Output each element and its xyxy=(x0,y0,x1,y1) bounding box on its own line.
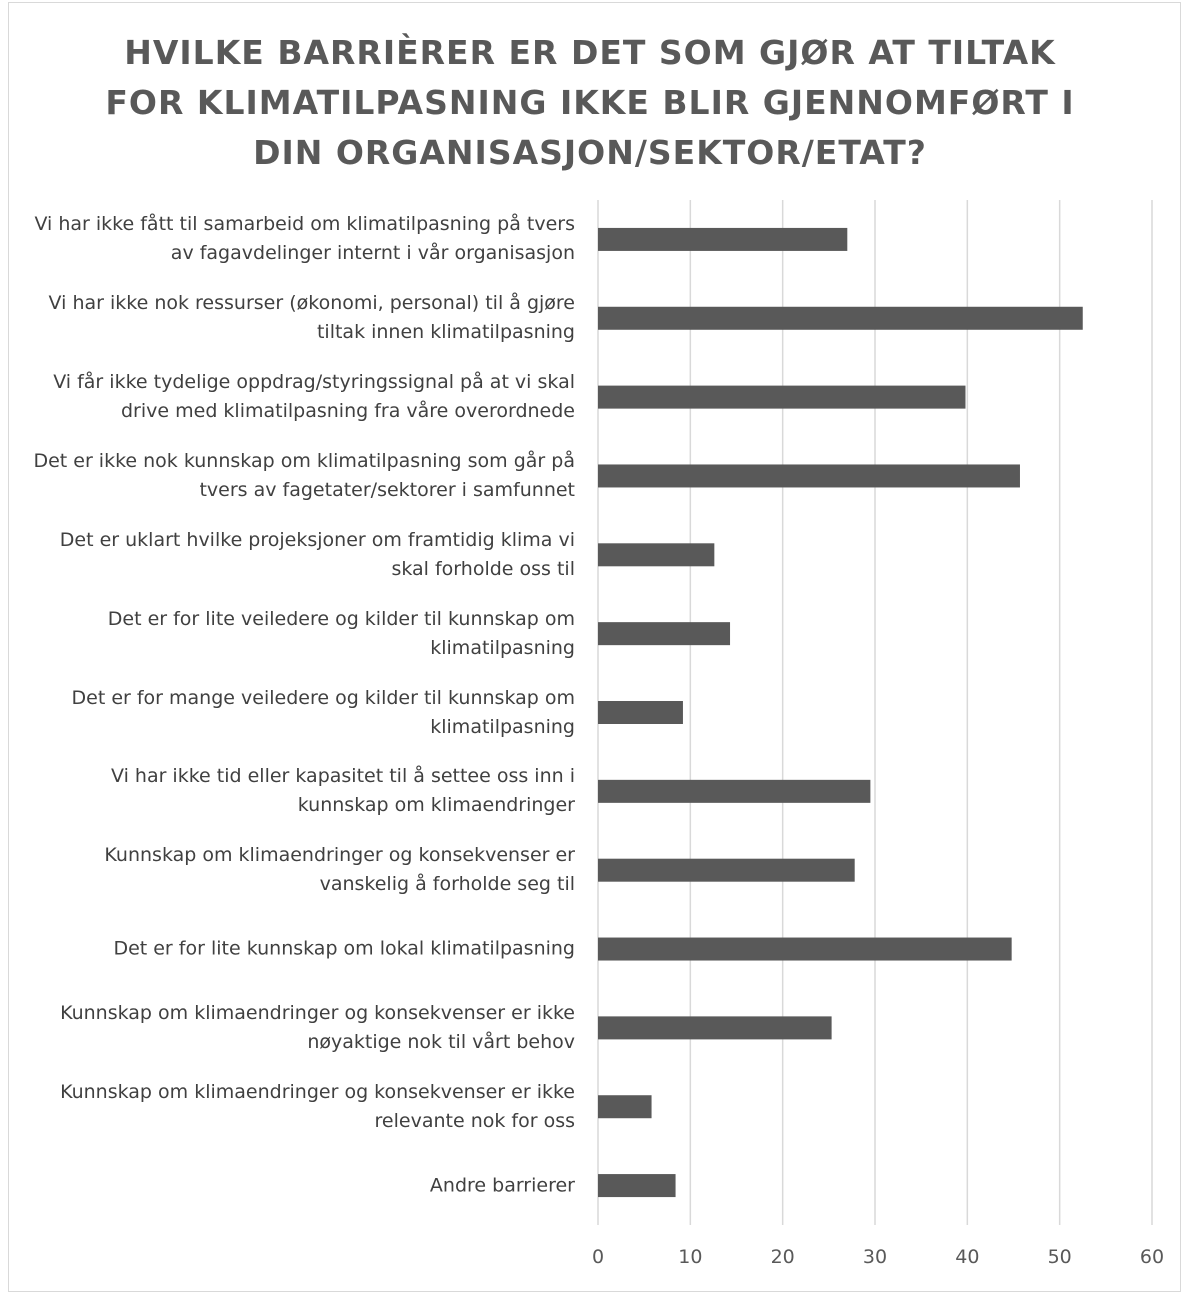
x-tick-label: 0 xyxy=(592,1246,604,1268)
x-tick-label: 40 xyxy=(955,1246,979,1268)
category-label-line: Vi har ikke fått til samarbeid om klimat… xyxy=(34,213,575,236)
bar xyxy=(598,1016,832,1040)
x-tick-label: 20 xyxy=(771,1246,795,1268)
category-label-line: Kunnskap om klimaendringer og konsekvens… xyxy=(104,844,575,867)
bar xyxy=(598,858,855,882)
category-label-line: vanskelig å forholde seg til xyxy=(319,873,575,896)
category-label-line: Kunnskap om klimaendringer og konsekvens… xyxy=(60,1080,575,1103)
category-label: Vi har ikke tid eller kapasitet til å se… xyxy=(0,762,575,820)
category-label: Det er ikke nok kunnskap om klimatilpasn… xyxy=(0,447,575,505)
category-label-line: Kunnskap om klimaendringer og konsekvens… xyxy=(60,1001,575,1024)
bar xyxy=(598,1095,652,1119)
category-label-line: Vi får ikke tydelige oppdrag/styringssig… xyxy=(53,371,575,394)
category-label-line: av fagavdelinger internt i vår organisas… xyxy=(170,242,575,265)
category-label-line: Det er for lite kunnskap om lokal klimat… xyxy=(113,937,575,960)
category-label-line: klimatilpasning xyxy=(430,636,575,659)
category-label-line: nøyaktige nok til vårt behov xyxy=(307,1030,575,1053)
bar xyxy=(598,306,1083,330)
chart-title: HVILKE BARRIÈRER ER DET SOM GJØR AT TILT… xyxy=(105,33,1075,172)
category-label: Vi har ikke fått til samarbeid om klimat… xyxy=(0,210,575,268)
bar xyxy=(598,385,966,409)
bar xyxy=(598,227,848,251)
category-label-line: tvers av fagetater/sektorer i samfunnet xyxy=(199,478,575,501)
category-label-line: Det er ikke nok kunnskap om klimatilpasn… xyxy=(33,449,575,472)
category-label: Kunnskap om klimaendringer og konsekvens… xyxy=(0,999,575,1057)
x-tick-label: 10 xyxy=(678,1246,702,1268)
category-label-line: Andre barrierer xyxy=(429,1174,575,1197)
bar xyxy=(598,464,1020,488)
category-label: Det er for mange veiledere og kilder til… xyxy=(0,684,575,742)
category-label-line: Det er for mange veiledere og kilder til… xyxy=(71,686,575,709)
category-label: Det er for lite veiledere og kilder til … xyxy=(0,605,575,663)
category-label: Det er for lite kunnskap om lokal klimat… xyxy=(0,935,575,964)
category-label-line: klimatilpasning xyxy=(430,715,575,738)
x-tick-label: 30 xyxy=(863,1246,887,1268)
category-label: Det er uklart hvilke projeksjoner om fra… xyxy=(0,526,575,584)
category-label: Andre barrierer xyxy=(0,1171,575,1200)
bar xyxy=(598,622,731,646)
bar xyxy=(598,779,871,803)
category-label-line: Det er uklart hvilke projeksjoner om fra… xyxy=(59,528,575,551)
chart-frame xyxy=(8,2,1181,1292)
bar xyxy=(598,1174,676,1198)
bar xyxy=(598,543,715,567)
category-label-line: kunnskap om klimaendringer xyxy=(297,794,575,817)
category-label-line: relevante nok for oss xyxy=(374,1109,575,1132)
category-label-line: Det er for lite veiledere og kilder til … xyxy=(107,607,575,630)
category-label-line: tiltak innen klimatilpasning xyxy=(316,321,575,344)
category-label: Kunnskap om klimaendringer og konsekvens… xyxy=(0,1078,575,1136)
bar xyxy=(598,937,1012,961)
category-label-line: skal forholde oss til xyxy=(391,557,575,580)
category-label: Kunnskap om klimaendringer og konsekvens… xyxy=(0,841,575,899)
category-label-line: Vi har ikke tid eller kapasitet til å se… xyxy=(111,765,575,788)
category-label-line: drive med klimatilpasning fra våre overo… xyxy=(121,400,575,423)
category-label: Vi har ikke nok ressurser (økonomi, pers… xyxy=(0,289,575,347)
x-tick-label: 50 xyxy=(1048,1246,1072,1268)
category-label: Vi får ikke tydelige oppdrag/styringssig… xyxy=(0,368,575,426)
bar xyxy=(598,701,683,724)
x-tick-label: 60 xyxy=(1140,1246,1164,1268)
category-label-line: Vi har ikke nok ressurser (økonomi, pers… xyxy=(48,292,575,315)
